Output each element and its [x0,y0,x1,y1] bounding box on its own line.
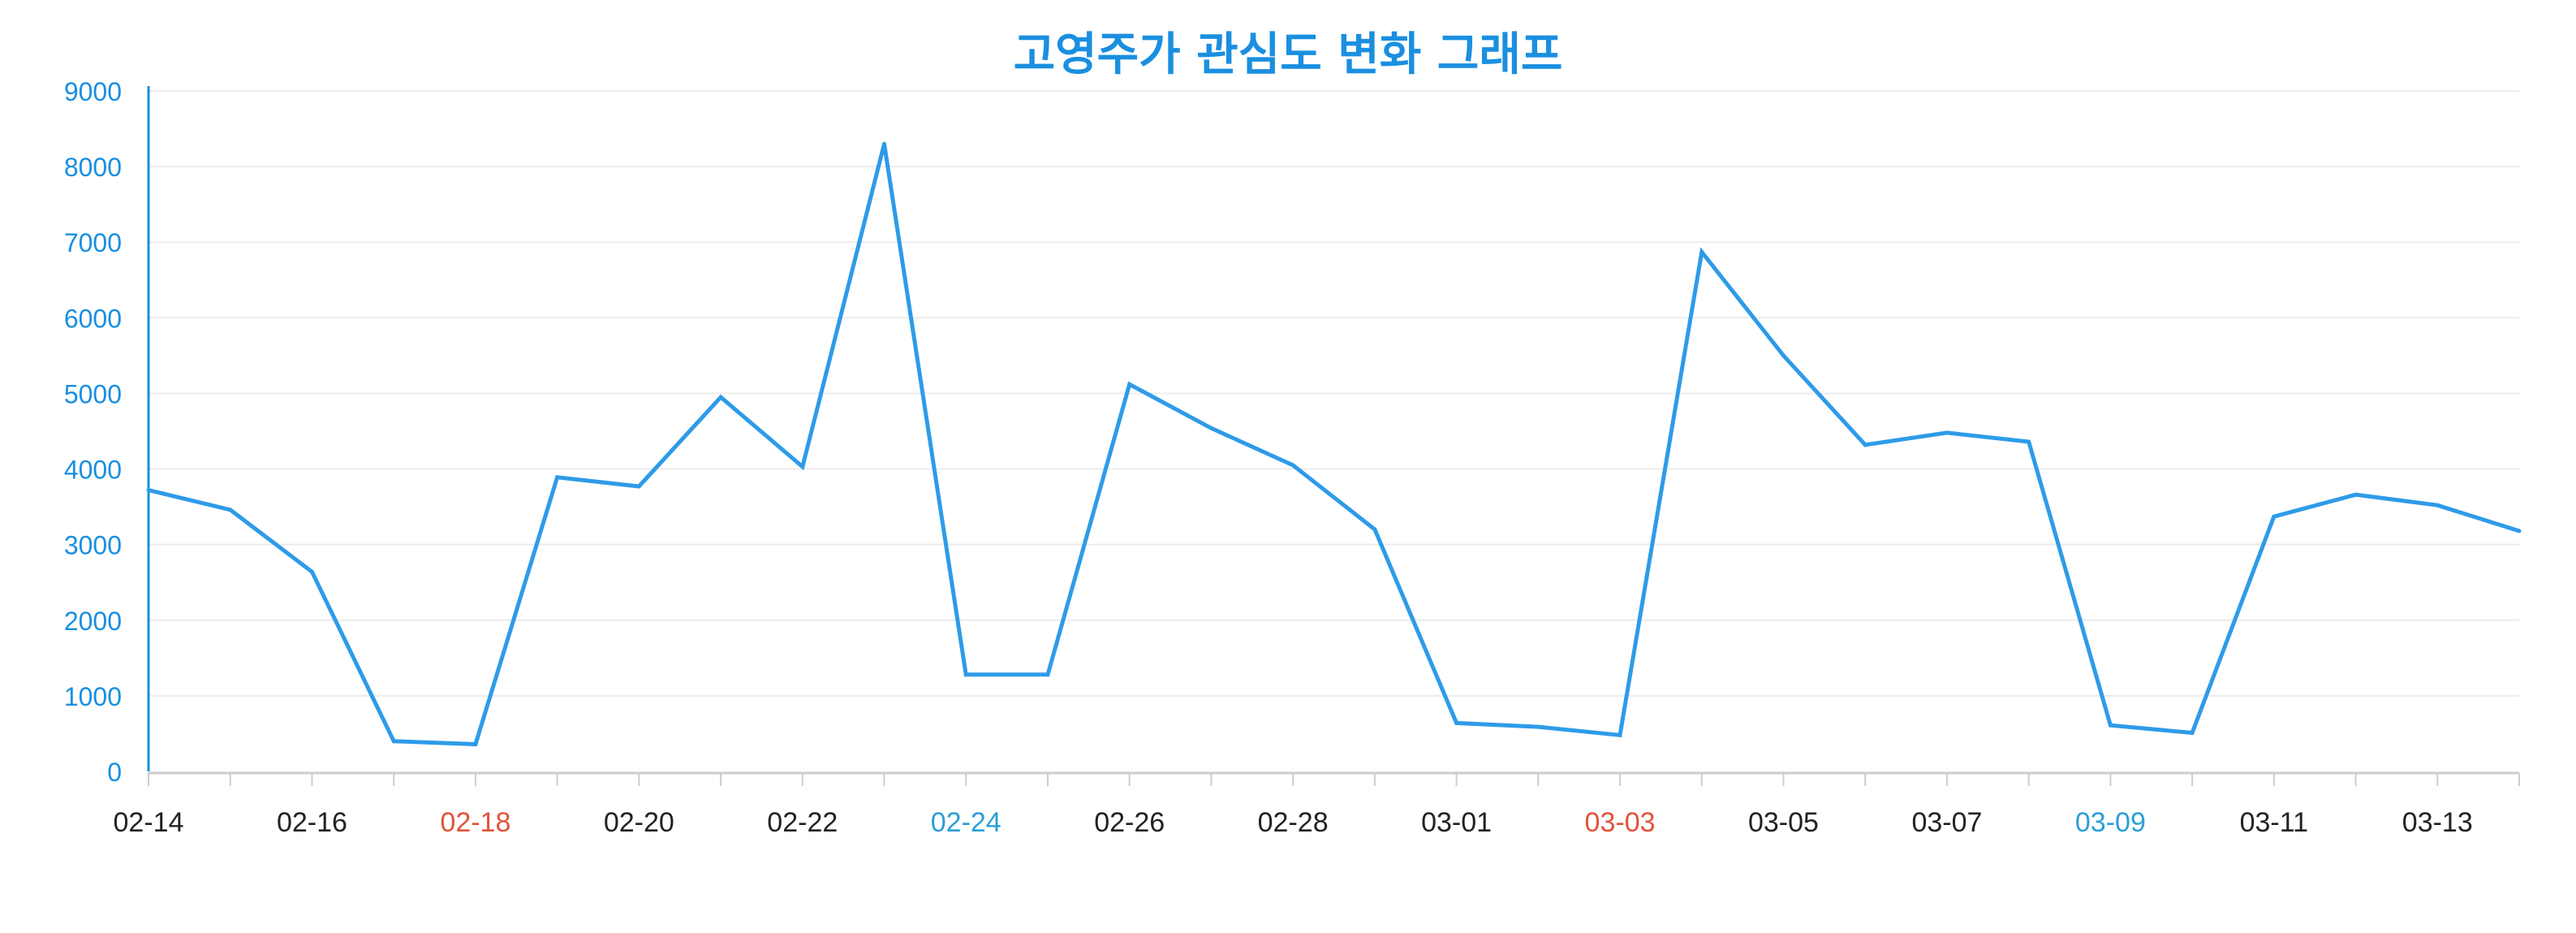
y-tick-label: 8000 [64,153,122,182]
x-tick-label: 03-09 [2075,807,2146,838]
x-tick-label: 03-13 [2402,807,2473,838]
x-tick-label: 02-18 [440,807,510,838]
x-tick-label: 03-11 [2240,807,2308,838]
data-point [2354,492,2358,497]
chart-title: 고영주가 관심도 변화 그래프 [1013,28,1563,81]
data-point [1945,430,1949,435]
data-point [309,569,314,574]
data-point [1863,443,1867,447]
data-point [963,672,968,677]
data-point [1045,672,1050,677]
data-point [1536,724,1540,729]
x-tick-label: 03-05 [1748,807,1819,838]
y-tick-label: 0 [107,758,122,787]
data-point [2517,529,2522,533]
data-point [146,488,151,493]
data-point [718,395,723,400]
y-tick-label: 3000 [64,531,122,560]
y-tick-label: 1000 [64,682,122,711]
data-point [1781,353,1786,358]
data-point [391,739,396,744]
data-point [2272,514,2277,519]
x-tick-label: 03-01 [1421,807,1492,838]
y-tick-label: 2000 [64,607,122,636]
data-point [2027,439,2031,444]
data-point [800,464,805,469]
y-tick-label: 9000 [64,77,122,106]
y-tick-label: 4000 [64,456,122,485]
x-tick-label: 02-26 [1094,807,1165,838]
data-point [1127,382,1132,387]
data-point [228,508,233,512]
x-tick-label: 02-28 [1258,807,1329,838]
data-point [636,484,641,489]
data-point [1454,720,1459,725]
data-point [473,741,478,746]
series-lines [146,141,2522,747]
data-point [2435,503,2440,508]
series-line [148,143,2520,747]
data-point [1208,425,1213,430]
data-point [2108,723,2113,728]
data-point [882,141,887,146]
x-tick-label: 02-22 [767,807,838,838]
tick-labels: 0 1000 2000 3000 4000 5000 6000 7000 8000 9000 02-… [64,77,2473,838]
y-tick-label: 7000 [64,228,122,257]
data-point [1290,463,1295,468]
data-point [1372,527,1377,532]
y-tick-label: 5000 [64,379,122,408]
data-point [2190,731,2195,736]
y-tick-label: 6000 [64,304,122,333]
data-point [555,475,560,480]
x-tick-label: 02-20 [604,807,674,838]
data-point [1699,249,1704,254]
x-tick-label: 02-16 [277,807,347,838]
grid-lines [149,90,2519,697]
x-tick-label: 03-03 [1585,807,1656,838]
x-tick-label: 02-14 [114,807,184,838]
axes [147,86,2520,786]
data-point [1618,732,1622,737]
x-tick-label: 02-24 [931,807,1002,838]
x-tick-label: 03-07 [1911,807,1982,838]
